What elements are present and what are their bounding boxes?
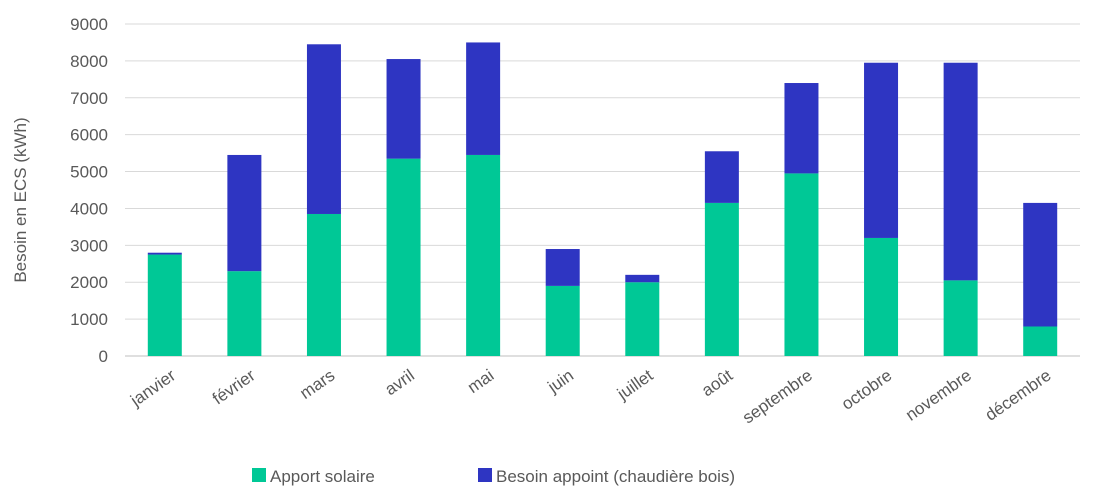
bar-segment-besoin-appoint xyxy=(227,154,262,272)
bar-segment-apport-solaire xyxy=(545,285,580,356)
bar-segment-apport-solaire xyxy=(864,237,899,356)
x-tick-label: juillet xyxy=(613,366,657,405)
x-tick-label: octobre xyxy=(838,366,895,414)
y-tick-label: 4000 xyxy=(70,199,108,218)
bar-segment-apport-solaire xyxy=(943,280,978,356)
bar-segment-besoin-appoint xyxy=(704,151,739,203)
x-tick-label: janvier xyxy=(126,366,179,411)
bar-segment-apport-solaire xyxy=(466,154,501,356)
bar-segment-besoin-appoint xyxy=(147,252,182,255)
bar-segment-besoin-appoint xyxy=(784,83,819,174)
bar-segment-apport-solaire xyxy=(306,213,341,356)
x-tick-label: avril xyxy=(381,366,417,399)
y-tick-label: 7000 xyxy=(70,89,108,108)
y-tick-label: 8000 xyxy=(70,52,108,71)
legend: Apport solaire Besoin appoint (chaudière… xyxy=(252,467,735,486)
bar-segment-apport-solaire xyxy=(227,271,262,356)
x-tick-label: mai xyxy=(464,366,497,397)
legend-swatch-apport-solaire xyxy=(252,468,266,482)
x-tick-label: juin xyxy=(544,366,577,397)
bar-segment-apport-solaire xyxy=(704,202,739,356)
bar-segment-apport-solaire xyxy=(386,158,421,356)
x-tick-label: novembre xyxy=(902,366,975,425)
bar-segment-besoin-appoint xyxy=(386,59,421,159)
legend-label-besoin-appoint: Besoin appoint (chaudière bois) xyxy=(496,467,735,486)
bar-segment-apport-solaire xyxy=(625,282,660,356)
bar-segment-apport-solaire xyxy=(784,173,819,356)
bar-segment-besoin-appoint xyxy=(306,44,341,214)
x-tick-label: décembre xyxy=(982,366,1055,425)
y-tick-label: 9000 xyxy=(70,15,108,34)
bar-segment-besoin-appoint xyxy=(466,42,501,155)
legend-label-apport-solaire: Apport solaire xyxy=(270,467,375,486)
bar-segment-apport-solaire xyxy=(1023,326,1058,356)
x-tick-label: février xyxy=(209,366,259,409)
x-tick-label: septembre xyxy=(739,366,816,428)
x-tick-label: août xyxy=(698,366,736,401)
bar-segment-besoin-appoint xyxy=(943,62,978,281)
gridlines xyxy=(125,23,1080,357)
x-tick-labels: janvier février mars avril mai juin juillet aoû… xyxy=(126,366,1054,428)
y-tick-label: 3000 xyxy=(70,236,108,255)
bar-segment-besoin-appoint xyxy=(625,274,660,283)
bar-segment-apport-solaire xyxy=(147,254,182,356)
y-tick-label: 6000 xyxy=(70,126,108,145)
y-tick-labels: 0 1000 2000 3000 4000 5000 6000 7000 8000 9000 xyxy=(70,15,108,366)
bar-segment-besoin-appoint xyxy=(545,249,580,286)
y-axis-label: Besoin en ECS (kWh) xyxy=(11,117,30,282)
bars xyxy=(147,42,1058,356)
y-tick-label: 5000 xyxy=(70,163,108,182)
bar-segment-besoin-appoint xyxy=(1023,202,1058,327)
y-tick-label: 0 xyxy=(99,347,108,366)
y-tick-label: 2000 xyxy=(70,273,108,292)
x-tick-label: mars xyxy=(296,366,338,403)
bar-segment-besoin-appoint xyxy=(864,62,899,238)
legend-swatch-besoin-appoint xyxy=(478,468,492,482)
y-tick-label: 1000 xyxy=(70,310,108,329)
